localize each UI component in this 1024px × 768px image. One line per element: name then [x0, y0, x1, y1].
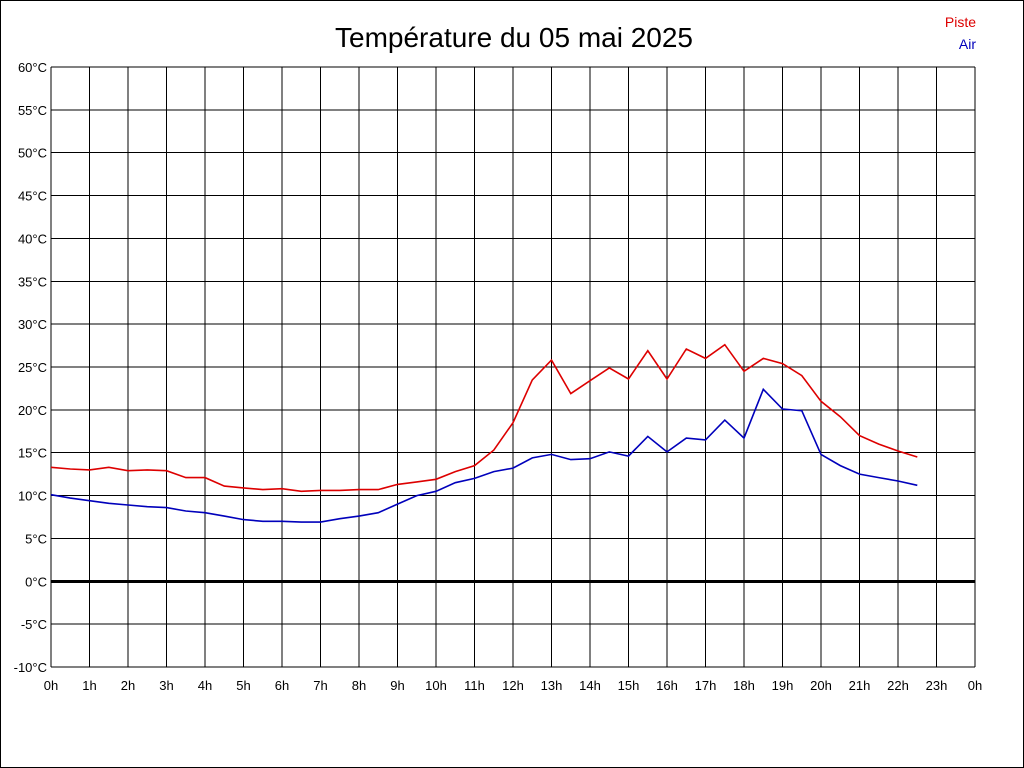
x-tick-label: 18h — [733, 678, 755, 693]
x-tick-label: 10h — [425, 678, 447, 693]
legend: Piste Air — [945, 14, 976, 52]
x-tick-label: 19h — [772, 678, 794, 693]
y-tick-label: 35°C — [18, 274, 47, 289]
y-tick-label: -5°C — [21, 617, 47, 632]
x-tick-label: 3h — [159, 678, 173, 693]
chart-title: Température du 05 mai 2025 — [335, 22, 693, 53]
y-tick-label: 5°C — [25, 531, 47, 546]
x-tick-label: 20h — [810, 678, 832, 693]
y-tick-label: 60°C — [18, 60, 47, 75]
x-tick-label: 2h — [121, 678, 135, 693]
y-tick-label: 25°C — [18, 360, 47, 375]
x-tick-label: 17h — [695, 678, 717, 693]
x-tick-label: 0h — [44, 678, 58, 693]
y-tick-label: 45°C — [18, 189, 47, 204]
legend-entry-air: Air — [959, 36, 976, 52]
y-tick-label: 0°C — [25, 574, 47, 589]
series-line-piste — [50, 343, 918, 493]
x-tick-label: 5h — [236, 678, 250, 693]
legend-entry-piste: Piste — [945, 14, 976, 30]
y-tick-label: 50°C — [18, 146, 47, 161]
y-tick-label: 15°C — [18, 446, 47, 461]
x-tick-label: 21h — [849, 678, 871, 693]
x-tick-label: 1h — [82, 678, 96, 693]
x-tick-label: 12h — [502, 678, 524, 693]
x-tick-label: 16h — [656, 678, 678, 693]
x-axis-ticks: 0h 1h 2h 3h 4h 5h 6h 7h 8h 9h 10h 11h 12h 13h 14h 15h 16… — [44, 678, 982, 693]
x-tick-label: 15h — [618, 678, 640, 693]
y-tick-label: 40°C — [18, 231, 47, 246]
x-tick-label: 6h — [275, 678, 289, 693]
x-tick-label: 22h — [887, 678, 909, 693]
x-tick-label: 23h — [926, 678, 948, 693]
x-tick-label: 8h — [352, 678, 366, 693]
y-tick-label: 30°C — [18, 317, 47, 332]
grid — [50, 66, 976, 668]
y-tick-label: -10°C — [14, 660, 47, 675]
x-tick-label: 7h — [313, 678, 327, 693]
x-tick-label: 13h — [541, 678, 563, 693]
y-tick-label: 20°C — [18, 403, 47, 418]
x-tick-label: 11h — [464, 678, 485, 693]
y-axis-ticks: -10°C -5°C 0°C 5°C 10°C 15°C 20°C 25°C 30°C 35°C 4… — [14, 60, 47, 675]
x-tick-label: 9h — [390, 678, 404, 693]
series-lines — [50, 343, 918, 523]
y-tick-label: 55°C — [18, 103, 47, 118]
x-tick-label: 14h — [579, 678, 601, 693]
series-line-air — [50, 387, 918, 523]
x-tick-label: 0h — [968, 678, 982, 693]
y-tick-label: 10°C — [18, 489, 47, 504]
x-tick-label: 4h — [198, 678, 212, 693]
